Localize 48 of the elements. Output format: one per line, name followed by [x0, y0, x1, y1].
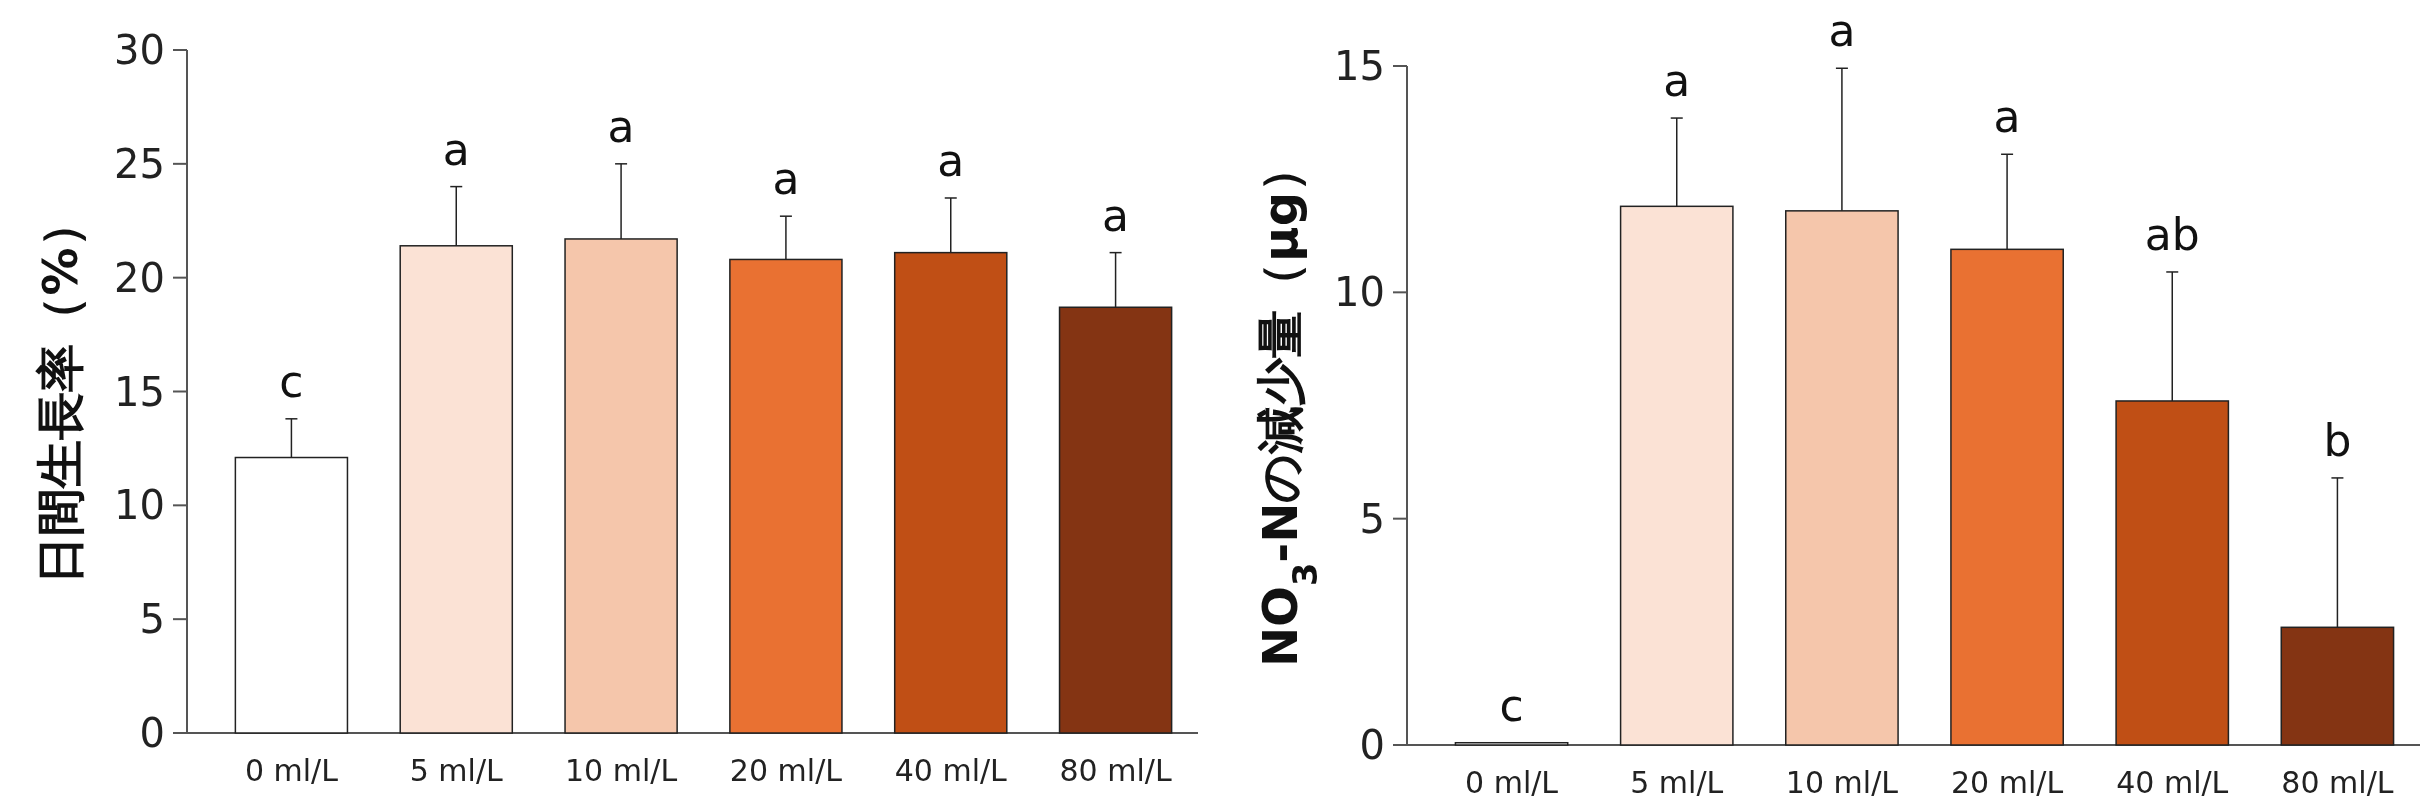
annotation: a	[772, 153, 800, 205]
bar	[1454, 741, 1569, 746]
annotation: a	[1102, 189, 1130, 241]
x-tick-label: 40 ml/L	[894, 753, 1008, 788]
x-tick-label: 5 ml/L	[1630, 765, 1724, 800]
y-tick-label: 10	[114, 482, 165, 529]
bar	[564, 238, 678, 734]
annotation: a	[937, 134, 965, 186]
bar	[1619, 205, 1734, 746]
y-axis-title: 日間生長率（%）	[32, 199, 88, 584]
bar	[893, 251, 1008, 734]
bar	[2280, 626, 2395, 746]
annotation: ab	[2144, 208, 2200, 260]
x-tick-label: 80 ml/L	[2281, 765, 2394, 800]
y-tick-label: 15	[1334, 43, 1385, 89]
bar	[2115, 400, 2230, 746]
y-tick-label: 25	[114, 140, 165, 187]
x-tick-label: 0 ml/L	[1465, 765, 1559, 800]
x-tick-label: 10 ml/L	[1785, 765, 1899, 800]
annotation: a	[1663, 55, 1691, 107]
annotation: c	[1499, 679, 1524, 731]
bar	[234, 456, 349, 734]
annotation: a	[607, 100, 635, 152]
x-tick-label: 0 ml/L	[244, 753, 339, 788]
annotation: a	[1828, 5, 1856, 57]
y-tick-label: 5	[1359, 495, 1385, 542]
bar	[1058, 306, 1173, 734]
annotation: b	[2323, 414, 2352, 466]
bar	[399, 245, 514, 734]
annotation: c	[279, 355, 304, 407]
bar	[1785, 210, 1899, 746]
x-tick-label: 10 ml/L	[565, 753, 678, 788]
bar	[729, 258, 843, 734]
annotation: a	[1993, 91, 2021, 143]
y-tick-label: 0	[1359, 722, 1385, 768]
annotation: a	[442, 123, 470, 175]
y-tick-label: 0	[139, 710, 165, 756]
x-tick-label: 20 ml/L	[1951, 765, 2064, 800]
y-tick-label: 5	[139, 596, 165, 643]
x-tick-label: 5 ml/L	[409, 753, 504, 788]
x-tick-label: 40 ml/L	[2116, 765, 2229, 800]
bar	[1950, 248, 2064, 746]
x-tick-label: 20 ml/L	[729, 753, 843, 788]
x-tick-label: 80 ml/L	[1059, 753, 1172, 788]
y-tick-label: 20	[114, 254, 165, 301]
y-tick-label: 15	[114, 368, 165, 415]
y-tick-label: 10	[1334, 269, 1385, 316]
y-tick-label: 30	[114, 27, 165, 73]
